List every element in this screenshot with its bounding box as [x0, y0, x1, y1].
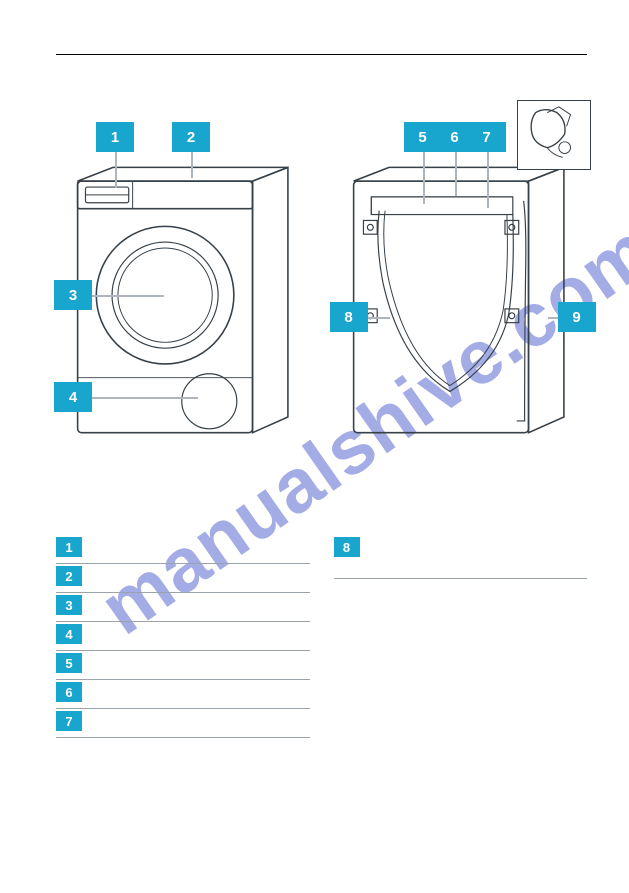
leader — [92, 295, 164, 297]
washer-front-svg — [56, 118, 312, 488]
ref-num: 3 — [56, 595, 82, 615]
ref-row: 5 — [56, 651, 310, 680]
ref-text — [90, 653, 310, 655]
leader — [115, 152, 117, 188]
ref-num: 5 — [56, 653, 82, 673]
ref-row: 4 — [56, 622, 310, 651]
leader — [92, 397, 198, 399]
callout-1: 1 — [96, 122, 134, 152]
manual-page: manualshive.com — [0, 0, 629, 893]
ref-row: 8 — [334, 535, 588, 579]
callout-4: 4 — [54, 382, 92, 412]
ref-num: 8 — [334, 537, 360, 557]
ref-row: 6 — [56, 680, 310, 709]
reference-columns: 1 2 3 4 5 6 7 8 — [56, 535, 587, 738]
leader — [455, 152, 457, 196]
ref-col-right: 8 — [334, 535, 588, 738]
ref-text — [90, 566, 310, 568]
callout-7: 7 — [468, 122, 506, 152]
washer-rear-svg — [332, 118, 588, 488]
ref-num: 1 — [56, 537, 82, 557]
ref-num: 6 — [56, 682, 82, 702]
ref-row: 7 — [56, 709, 310, 738]
ref-text — [368, 537, 588, 539]
leader — [368, 317, 390, 319]
ref-num: 4 — [56, 624, 82, 644]
ref-row: 3 — [56, 593, 310, 622]
ref-row: 2 — [56, 564, 310, 593]
ref-text — [90, 711, 310, 713]
callout-2: 2 — [172, 122, 210, 152]
ref-text — [90, 595, 310, 597]
ref-num: 7 — [56, 711, 82, 731]
ref-num: 2 — [56, 566, 82, 586]
ref-row: 1 — [56, 535, 310, 564]
callout-9: 9 — [558, 302, 596, 332]
leader — [191, 152, 193, 178]
leader — [487, 152, 489, 208]
callout-8: 8 — [330, 302, 368, 332]
ref-text — [90, 624, 310, 626]
ref-text — [90, 682, 310, 684]
diagram-row: 1 2 3 4 — [56, 118, 587, 488]
leader — [423, 152, 425, 204]
callout-3: 3 — [54, 280, 92, 310]
front-view: 1 2 3 4 — [56, 118, 312, 488]
header-rule — [56, 54, 587, 55]
rear-view: 5 6 7 8 9 — [332, 118, 588, 488]
ref-text — [90, 537, 310, 539]
aquastop-inset — [517, 100, 591, 170]
ref-col-left: 1 2 3 4 5 6 7 — [56, 535, 310, 738]
